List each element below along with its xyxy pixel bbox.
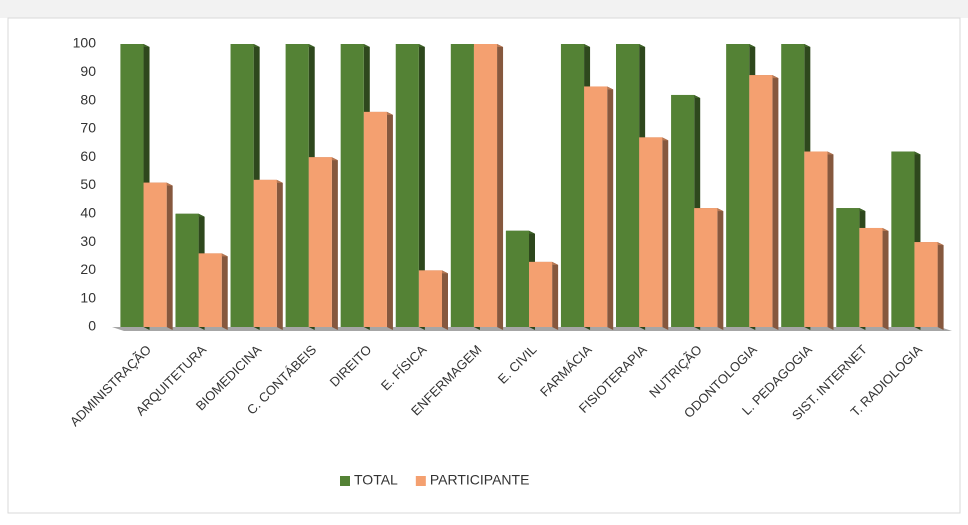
bar xyxy=(285,44,309,327)
floor xyxy=(112,327,952,331)
bar-side xyxy=(441,270,448,330)
bar xyxy=(616,44,640,327)
bar xyxy=(473,44,498,327)
y-tick-label: 60 xyxy=(80,148,96,164)
legend-swatch xyxy=(340,476,350,486)
y-tick-label: 50 xyxy=(80,176,96,192)
bar xyxy=(891,151,915,327)
bar xyxy=(560,44,585,327)
bar xyxy=(120,44,144,327)
bar-side xyxy=(497,44,504,330)
bar xyxy=(639,137,663,327)
bar-side xyxy=(827,151,834,330)
bar xyxy=(726,44,750,327)
bar xyxy=(505,230,529,327)
bar-side xyxy=(276,179,283,330)
bar-side xyxy=(607,86,614,330)
y-tick-label: 20 xyxy=(80,261,96,277)
legend-label: PARTICIPANTE xyxy=(430,472,530,488)
bar xyxy=(749,75,773,327)
y-tick-label: 80 xyxy=(80,91,96,107)
bar-side xyxy=(717,208,724,330)
bar xyxy=(395,44,419,327)
bar-side xyxy=(552,261,559,330)
bar xyxy=(175,213,199,327)
legend-label: TOTAL xyxy=(354,472,398,488)
bar xyxy=(418,270,442,327)
bar xyxy=(914,242,938,327)
bar xyxy=(253,179,277,327)
legend-swatch xyxy=(415,476,426,486)
header-band xyxy=(0,0,968,18)
bar-side xyxy=(418,44,425,330)
bar-side xyxy=(882,227,889,330)
y-tick-label: 100 xyxy=(73,35,97,51)
bar xyxy=(529,261,553,327)
bar xyxy=(230,44,254,327)
bar-side xyxy=(166,182,173,330)
bar xyxy=(450,44,474,327)
bar-side xyxy=(331,157,338,330)
y-tick-label: 10 xyxy=(80,289,96,305)
y-tick-label: 90 xyxy=(80,63,96,79)
bar-side xyxy=(662,137,669,330)
bar xyxy=(859,227,883,327)
bar xyxy=(694,208,718,327)
bar xyxy=(584,86,608,327)
bar xyxy=(143,182,167,327)
bar-side xyxy=(221,253,228,330)
bar xyxy=(804,151,828,327)
bar-side xyxy=(386,111,393,330)
bar xyxy=(340,44,364,327)
y-tick-label: 70 xyxy=(80,120,96,136)
bar xyxy=(671,94,695,327)
y-tick-label: 30 xyxy=(80,233,96,249)
bar xyxy=(836,208,860,327)
bar xyxy=(198,253,222,327)
y-tick-label: 0 xyxy=(88,318,96,334)
y-tick-label: 40 xyxy=(80,205,96,221)
bar-side xyxy=(772,75,779,330)
bar-side xyxy=(937,242,944,330)
bar xyxy=(781,44,805,327)
bar xyxy=(363,111,387,327)
bar xyxy=(308,157,332,327)
